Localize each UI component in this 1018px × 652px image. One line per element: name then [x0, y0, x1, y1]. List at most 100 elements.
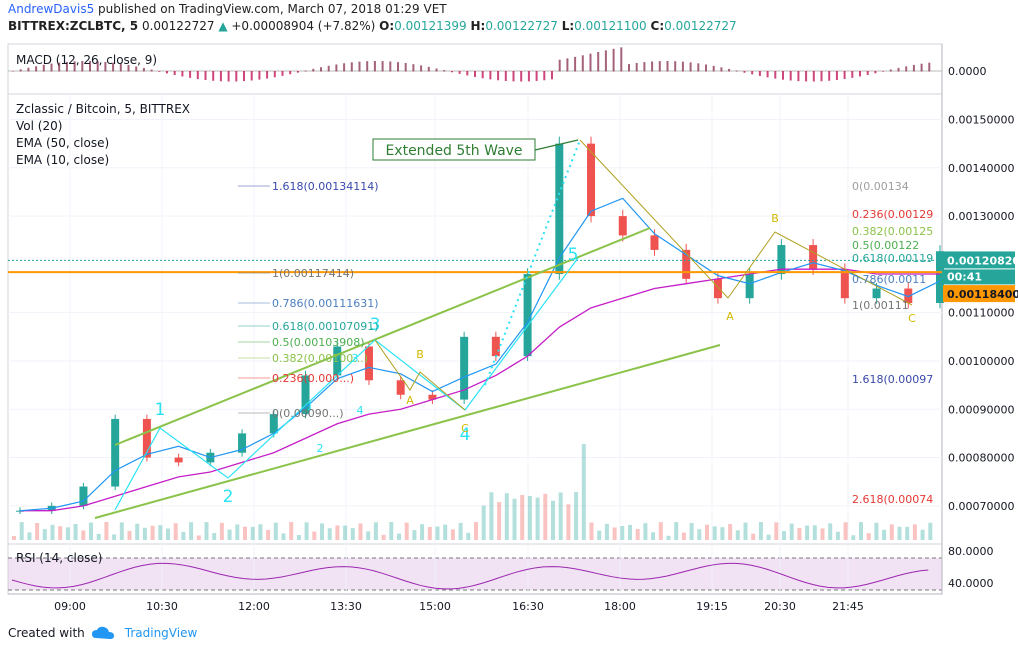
- volume-bar: [928, 522, 933, 540]
- macd-bar: [489, 71, 492, 80]
- macd-bar: [520, 71, 523, 82]
- macd-bar: [65, 61, 68, 72]
- candle-body: [460, 336, 469, 400]
- macd-bar: [373, 61, 376, 72]
- volume-bar: [135, 523, 140, 540]
- candle-body: [904, 288, 913, 304]
- fib-right-label: 0.236(0.00129: [852, 208, 933, 221]
- macd-bar: [720, 67, 723, 72]
- volume-bar: [689, 522, 694, 540]
- volume-bar: [705, 524, 709, 540]
- volume-bar: [782, 531, 786, 540]
- macd-bar: [158, 71, 161, 72]
- macd-bar: [443, 70, 446, 72]
- macd-bar: [89, 61, 91, 72]
- macd-bar: [543, 71, 546, 81]
- price-tick-label: 0.00080000: [948, 452, 1014, 465]
- volume-bar: [235, 524, 240, 540]
- candle-body: [777, 245, 786, 275]
- macd-bar: [50, 63, 53, 72]
- candle-body: [269, 414, 278, 434]
- macd-bar: [243, 71, 245, 82]
- abc-label: B: [416, 348, 424, 361]
- volume-bar: [450, 529, 455, 540]
- macd-bar: [628, 64, 630, 72]
- macd-bar: [112, 62, 115, 72]
- macd-bar: [620, 47, 623, 72]
- main-title: Zclassic / Bitcoin, 5, BITTREX: [16, 102, 191, 116]
- macd-bar: [905, 66, 908, 72]
- volume-bar: [243, 526, 247, 540]
- macd-bar: [758, 71, 761, 76]
- macd-bar: [420, 65, 423, 72]
- macd-bar: [458, 71, 461, 74]
- price-tick-label: 0.00110000: [948, 307, 1014, 320]
- volume-bars: [12, 444, 933, 540]
- fib-right-label: 0(0.00134: [852, 180, 909, 193]
- macd-bar: [212, 71, 215, 81]
- volume-bar: [812, 525, 817, 540]
- volume-bar: [897, 526, 902, 540]
- macd-bar: [227, 71, 230, 82]
- volume-bar: [758, 522, 763, 540]
- abc-label: A: [726, 310, 734, 323]
- orange-badge-text: 0.00118400: [947, 288, 1018, 301]
- volume-bar: [597, 530, 602, 540]
- macd-bar: [851, 71, 854, 78]
- fib-right-label: 2.618(0.00074: [852, 493, 933, 506]
- volume-bar: [535, 497, 540, 540]
- volume-bar: [628, 524, 632, 540]
- abc-correction-1: [374, 339, 466, 411]
- volume-bar: [766, 534, 771, 540]
- volume-bar: [720, 527, 725, 540]
- macd-bar: [643, 62, 646, 72]
- fib-right-label: 1(0.00111: [852, 299, 909, 312]
- macd-bar: [743, 71, 746, 73]
- volume-bar: [889, 524, 894, 540]
- candle-body: [142, 418, 151, 458]
- volume-bar: [789, 523, 794, 540]
- orange-badge: [943, 285, 1015, 303]
- macd-bar: [666, 61, 669, 72]
- volume-bar: [27, 532, 32, 540]
- macd-bar: [766, 71, 769, 78]
- macd-bar: [866, 71, 869, 75]
- fib-left-label: 0.618(0.00107091): [272, 320, 379, 333]
- candle-body: [238, 433, 247, 453]
- subwave-label: 3: [352, 352, 359, 365]
- macd-bar: [135, 66, 138, 72]
- grid-lines: [8, 94, 942, 594]
- rsi-path: [11, 562, 929, 590]
- volume-bar: [666, 535, 671, 540]
- tradingview-brand-link[interactable]: TradingView: [124, 626, 198, 640]
- macd-bar: [928, 62, 931, 72]
- macd-bar: [481, 71, 484, 79]
- volume-bar: [166, 528, 170, 540]
- macd-bar: [19, 69, 22, 72]
- macd-bar: [497, 71, 500, 81]
- macd-histogram: [8, 47, 942, 82]
- volume-bar: [89, 522, 93, 540]
- fib-left-label: 0.786(0.00111631): [272, 297, 379, 310]
- volume-bar: [458, 522, 463, 540]
- macd-bar: [751, 71, 754, 75]
- volume-bar: [81, 530, 86, 540]
- volume-bar: [73, 523, 78, 540]
- author-link[interactable]: AndrewDavis5: [8, 2, 95, 16]
- volume-bar: [327, 528, 332, 540]
- macd-bar: [689, 62, 692, 72]
- volume-bar: [743, 522, 748, 540]
- volume-bar: [651, 532, 656, 540]
- macd-bar: [828, 71, 831, 81]
- macd-bar: [474, 71, 476, 77]
- upper-trendline: [114, 227, 651, 446]
- macd-bar: [250, 71, 253, 81]
- candle-body: [396, 380, 405, 395]
- ohlc-line: BITTREX:ZCLBTC, 5 0.00122727 ▲ +0.000089…: [8, 19, 737, 33]
- macd-bar: [73, 61, 76, 72]
- volume-bar: [866, 533, 871, 540]
- macd-bar: [320, 67, 322, 72]
- candle-body: [840, 269, 849, 299]
- fib-right-label: 1.618(0.00097: [852, 373, 933, 386]
